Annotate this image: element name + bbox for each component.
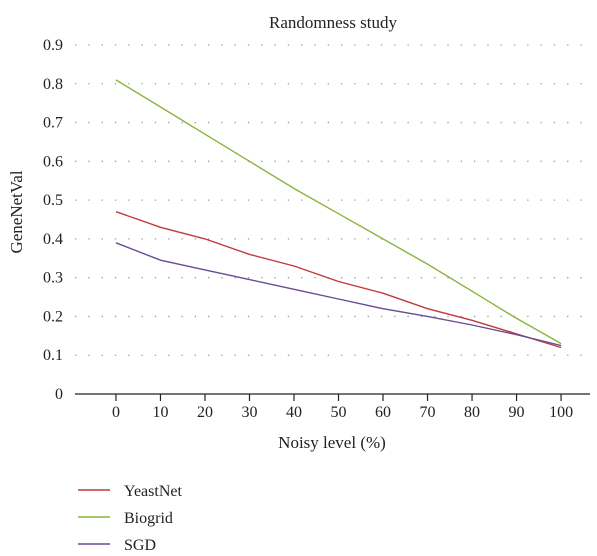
y-tick-label: 0.5 (43, 192, 63, 209)
y-axis-label: GeneNetVal (7, 170, 26, 253)
legend-label: SGD (124, 537, 156, 554)
x-axis-ticks: 0 10 20 30 40 50 60 70 80 90 100 (112, 394, 573, 421)
series-lines (115, 79, 562, 349)
x-tick-label: 100 (549, 404, 573, 421)
y-tick-label: 0.9 (43, 37, 63, 54)
y-tick-label: 0 (55, 386, 63, 403)
series-line-yeastnet (115, 211, 562, 349)
x-tick-label: 90 (509, 404, 525, 421)
x-tick-label: 40 (286, 404, 302, 421)
x-tick-label: 10 (152, 404, 168, 421)
grid-lines (75, 44, 590, 356)
y-tick-label: 0.8 (43, 76, 63, 93)
x-tick-label: 60 (375, 404, 391, 421)
x-tick-label: 30 (241, 404, 257, 421)
y-tick-label: 0.3 (43, 270, 63, 287)
series-line-biogrid (115, 79, 562, 345)
x-tick-label: 20 (197, 404, 213, 421)
y-tick-label: 0.1 (43, 347, 63, 364)
series-line-sgd (115, 242, 562, 347)
y-tick-label: 0.6 (43, 153, 63, 170)
y-axis-ticks: 0 0.1 0.2 0.3 0.4 0.5 0.6 0.7 0.8 0.9 (43, 37, 63, 403)
chart-title: Randomness study (269, 13, 397, 32)
y-tick-label: 0.2 (43, 308, 63, 325)
x-tick-label: 80 (464, 404, 480, 421)
x-tick-label: 70 (420, 404, 436, 421)
x-tick-label: 50 (331, 404, 347, 421)
x-tick-label: 0 (112, 404, 120, 421)
legend-label: Biogrid (124, 510, 173, 527)
x-axis-label: Noisy level (%) (278, 433, 386, 452)
y-tick-label: 0.4 (43, 231, 63, 248)
y-tick-label: 0.7 (43, 115, 63, 132)
legend-label: YeastNet (124, 483, 182, 500)
legend: YeastNet Biogrid SGD (78, 483, 182, 554)
